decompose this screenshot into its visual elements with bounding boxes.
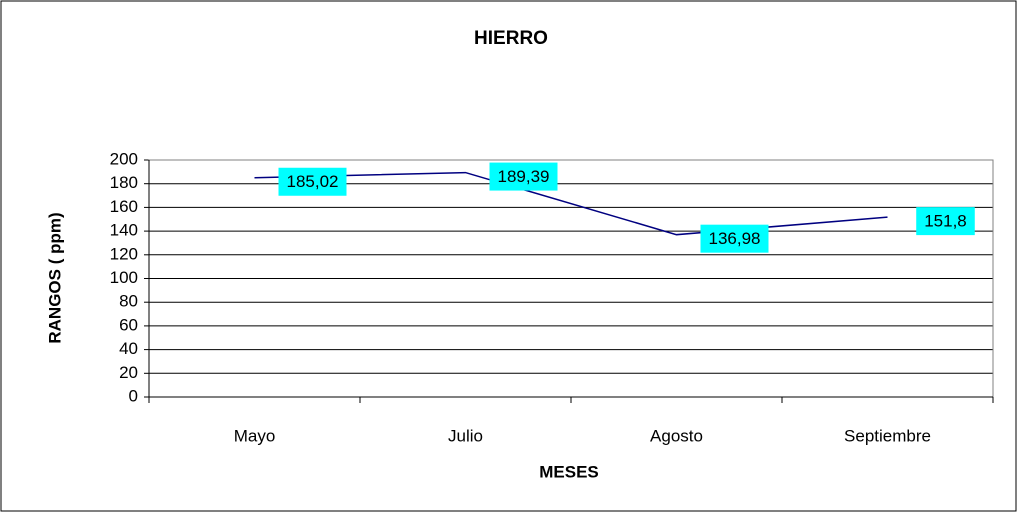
data-label: 136,98 xyxy=(709,229,761,248)
chart-title: HIERRO xyxy=(474,28,548,49)
y-axis-label: RANGOS ( ppm) xyxy=(45,212,64,343)
data-label-box xyxy=(916,207,975,236)
x-axis-label: MESES xyxy=(539,462,599,481)
y-tick-label: 100 xyxy=(110,268,138,287)
y-tick-label: 40 xyxy=(119,339,138,358)
y-tick-label: 60 xyxy=(119,315,138,334)
data-label-box xyxy=(700,224,769,253)
data-label-box xyxy=(278,167,347,196)
y-tick-label: 120 xyxy=(110,244,138,263)
x-tick-label: Mayo xyxy=(234,426,276,445)
x-tick-label: Agosto xyxy=(650,426,703,445)
y-tick-label: 180 xyxy=(110,173,138,192)
y-tick-label: 0 xyxy=(129,386,138,405)
data-label-box xyxy=(489,162,558,191)
data-label: 151,8 xyxy=(924,212,967,231)
y-tick-label: 80 xyxy=(119,292,138,311)
data-label: 185,02 xyxy=(287,172,339,191)
x-tick-label: Septiembre xyxy=(844,426,931,445)
y-tick-label: 160 xyxy=(110,197,138,216)
y-tick-label: 200 xyxy=(110,149,138,168)
line xyxy=(254,171,888,236)
y-tick-label: 20 xyxy=(119,363,138,382)
x-tick-label: Julio xyxy=(448,426,483,445)
y-tick-label: 140 xyxy=(110,221,138,240)
data-label: 189,39 xyxy=(498,167,550,186)
